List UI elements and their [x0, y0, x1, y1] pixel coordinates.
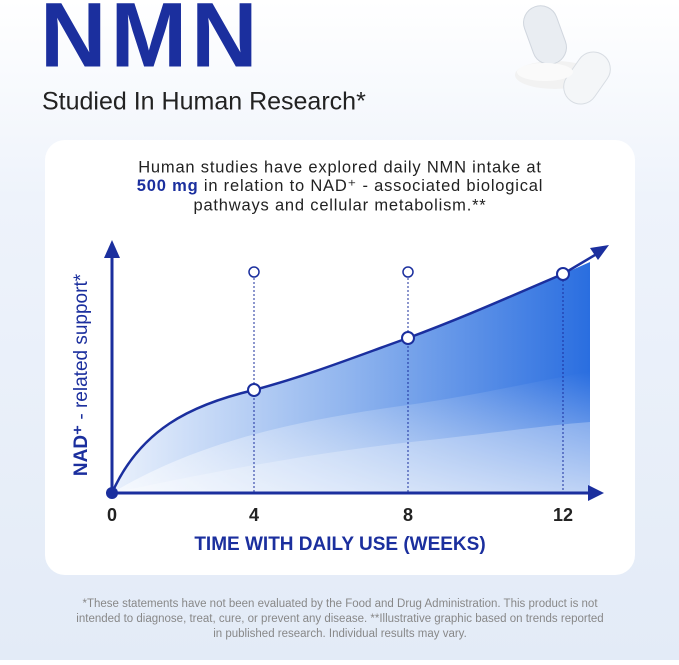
intro-line: 500 mg in relation to NAD⁺ - associated …	[137, 177, 543, 195]
intro-bold: 500 mg	[137, 177, 199, 195]
y-label-bold: NAD⁺	[71, 425, 92, 476]
intro-line: pathways and cellular metabolism.**	[193, 196, 486, 214]
title: NMN	[40, 0, 262, 86]
x-tick-label: 0	[107, 505, 117, 525]
illustration	[104, 240, 609, 501]
x-tick-label: 4	[249, 505, 259, 525]
y-axis-label: NAD⁺ - related support*	[71, 273, 92, 476]
subtitle: Studied In Human Research*	[42, 88, 366, 116]
x-axis-label: TIME WITH DAILY USE (WEEKS)	[194, 534, 485, 555]
footnote-line: in published research. Individual result…	[213, 628, 467, 640]
x-tick-label: 12	[553, 505, 573, 525]
intro-line: Human studies have explored daily NMN in…	[138, 158, 542, 176]
capsule-image	[515, 5, 611, 105]
y-label-rest: - related support*	[71, 273, 92, 425]
x-tick-label: 8	[403, 505, 413, 525]
footnote-line: intended to diagnose, treat, cure, or pr…	[76, 613, 603, 625]
intro-rest: in relation to NAD⁺ - associated biologi…	[198, 177, 543, 195]
footnote-line: *These statements have not been evaluate…	[82, 598, 598, 610]
